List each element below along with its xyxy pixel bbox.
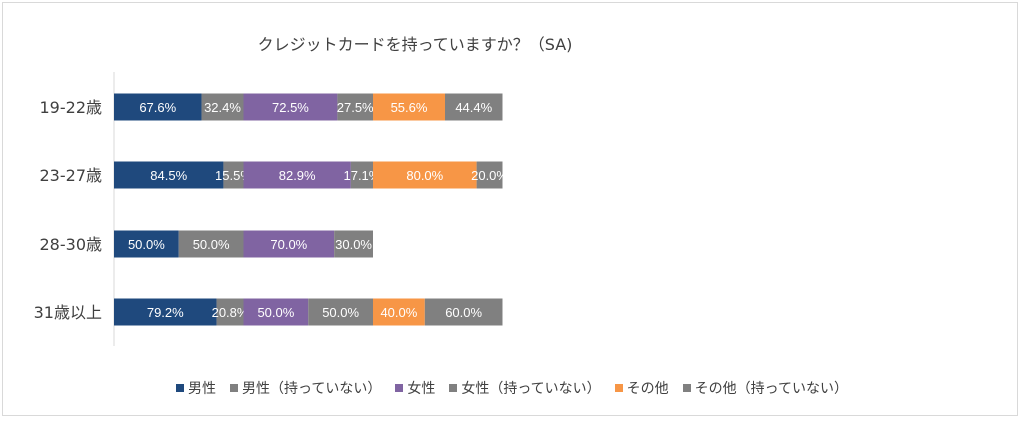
legend-item: その他（持っていない） (682, 378, 848, 398)
legend-swatch (230, 384, 239, 392)
legend-swatch (449, 384, 458, 392)
data-label: 55.6% (391, 100, 428, 115)
data-label: 30.0% (335, 237, 372, 252)
data-label: 79.2% (147, 305, 184, 320)
legend-label: 男性（持っていない） (242, 381, 382, 397)
data-label: 60.0% (445, 305, 482, 320)
bar-segment (114, 93, 202, 121)
data-label: 50.0% (322, 305, 359, 320)
data-label: 17.1% (343, 168, 380, 183)
bar-segment (445, 93, 503, 121)
data-label: 27.5% (337, 100, 374, 115)
legend-label: 女性 (407, 381, 436, 397)
data-label: 32.4% (204, 100, 241, 115)
bar-segment (373, 161, 477, 189)
bar-segment (114, 230, 179, 258)
data-label: 50.0% (257, 305, 294, 320)
legend-label: その他（持っていない） (694, 381, 848, 397)
legend-swatch (614, 384, 623, 392)
category-label: 19-22歳 (40, 98, 103, 117)
chart-frame (2, 2, 1018, 416)
bar-segment (373, 93, 446, 121)
category-label: 31歳以上 (34, 303, 102, 322)
chart-title: クレジットカードを持っていますか？（SA) (257, 35, 573, 54)
data-label: 67.6% (139, 100, 176, 115)
chart-legend: 男性 男性（持っていない） 女性 女性（持っていない） その他 その他（持っていない） (0, 376, 1024, 400)
legend-label: その他 (626, 381, 669, 397)
bar-segment (201, 93, 244, 121)
bar-segment (114, 298, 217, 326)
legend-label: 女性（持っていない） (461, 381, 601, 397)
bar-segment (424, 298, 503, 326)
data-label: 82.9% (279, 168, 316, 183)
legend-item: 女性 (395, 378, 435, 398)
bar-segment (243, 298, 309, 326)
data-label: 50.0% (128, 237, 165, 252)
category-label: 28-30歳 (40, 235, 103, 254)
bar-segment (243, 93, 338, 121)
data-label: 70.0% (270, 237, 307, 252)
legend-item: 男性（持っていない） (230, 378, 381, 398)
data-label: 44.4% (455, 100, 492, 115)
data-label: 20.8% (212, 305, 249, 320)
legend-item: 男性 (176, 378, 216, 398)
bar-segment (178, 230, 244, 258)
bar-segment (308, 298, 373, 326)
data-label: 15.5% (215, 168, 252, 183)
data-label: 40.0% (380, 305, 417, 320)
data-label: 50.0% (193, 237, 230, 252)
legend-swatch (395, 384, 404, 392)
category-label: 23-27歳 (40, 166, 103, 185)
data-label: 80.0% (406, 168, 443, 183)
bar-segment (334, 230, 373, 258)
bar-segment (114, 161, 224, 189)
bar-segment (223, 161, 244, 189)
bar-segment (373, 298, 425, 326)
bar-segment (216, 298, 244, 326)
bar-segment (243, 230, 335, 258)
legend-item: その他 (614, 378, 669, 398)
data-label: 20.0% (471, 168, 508, 183)
legend-swatch (176, 384, 185, 392)
data-label: 72.5% (272, 100, 309, 115)
bar-segment (476, 161, 503, 189)
bar-segment (337, 93, 373, 121)
bar-segment (243, 161, 351, 189)
legend-label: 男性 (188, 381, 217, 397)
bar-segment (350, 161, 373, 189)
data-label: 84.5% (150, 168, 187, 183)
legend-item: 女性（持っていない） (449, 378, 601, 398)
legend-swatch (682, 384, 691, 392)
